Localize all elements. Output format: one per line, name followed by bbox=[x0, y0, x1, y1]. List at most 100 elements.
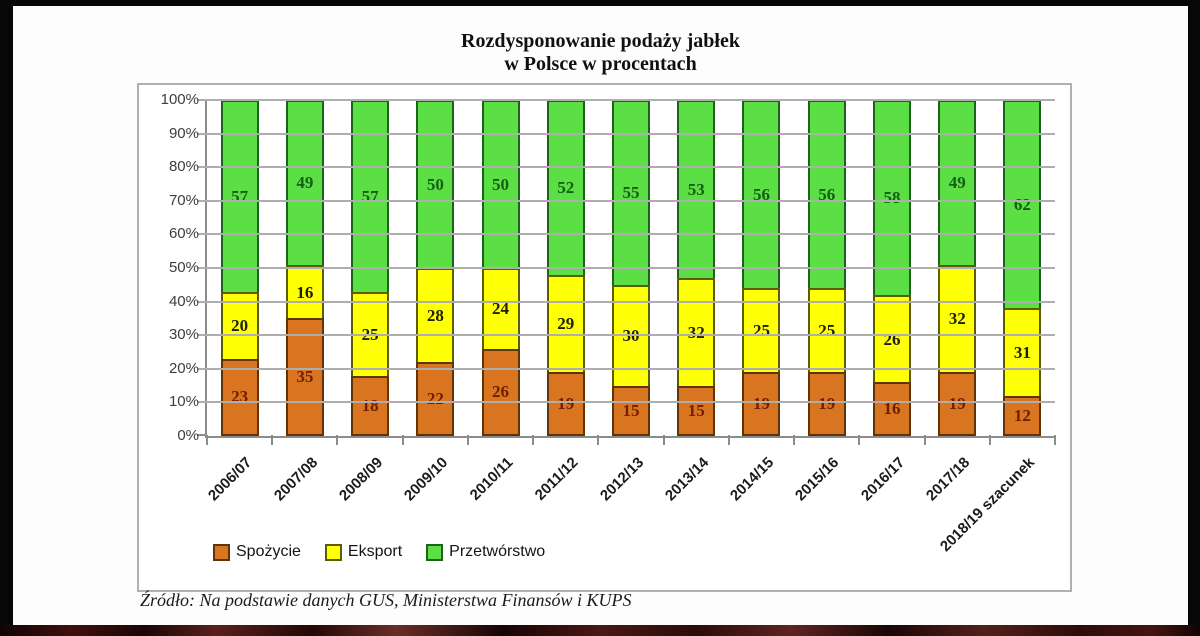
bar-value-label: 31 bbox=[1013, 343, 1031, 362]
stacked-bar: 35 16 49 bbox=[285, 100, 324, 436]
bar-value-label: 20 bbox=[231, 316, 249, 336]
legend-label: Przetwórstwo bbox=[449, 543, 546, 560]
x-axis-tick bbox=[206, 435, 208, 445]
x-axis-category-label: 2017/18 bbox=[922, 454, 974, 505]
bar-value-label: 35 bbox=[296, 367, 314, 387]
x-axis-tick bbox=[336, 435, 339, 445]
bar-segment-2: 49 bbox=[938, 100, 977, 265]
bar-segment-0: 22 bbox=[416, 362, 455, 436]
stacked-bar: 23 20 57 bbox=[220, 100, 259, 436]
bar-value-label: 57 bbox=[231, 186, 249, 206]
gridline-70 bbox=[197, 199, 1055, 202]
bar-segment-0: 16 bbox=[872, 382, 911, 436]
bar-segment-0: 23 bbox=[220, 358, 259, 436]
photo-strip bbox=[0, 625, 1200, 636]
bar-value-label: 56 bbox=[818, 185, 836, 205]
bar-slot: 19 29 52 bbox=[533, 100, 598, 436]
y-axis-label: 80% bbox=[168, 158, 199, 176]
bar-value-label: 19 bbox=[752, 394, 770, 414]
bar-segment-2: 50 bbox=[481, 100, 520, 269]
stacked-bar: 26 24 50 bbox=[481, 100, 520, 436]
bar-value-label: 53 bbox=[687, 180, 705, 200]
legend-swatch bbox=[426, 543, 444, 561]
bar-value-label: 24 bbox=[492, 299, 510, 319]
gridline-80 bbox=[197, 166, 1055, 169]
x-axis-category-label: 2010/11 bbox=[466, 454, 517, 504]
y-axis-tick-0 bbox=[197, 434, 207, 436]
legend-label: Eksport bbox=[347, 543, 403, 560]
x-axis-tick bbox=[1054, 435, 1056, 445]
x-axis-tick bbox=[793, 435, 796, 445]
x-axis-category-label: 2007/08 bbox=[270, 454, 321, 505]
bar-slot: 26 24 50 bbox=[468, 100, 533, 436]
bar-value-label: 49 bbox=[948, 173, 966, 193]
bar-segment-1: 25 bbox=[351, 291, 390, 376]
x-axis-tick bbox=[727, 435, 730, 445]
stacked-bar: 19 25 56 bbox=[742, 100, 781, 436]
stacked-bar: 22 28 50 bbox=[416, 100, 455, 436]
bar-segment-0: 19 bbox=[742, 372, 781, 436]
y-axis-label: 100% bbox=[160, 91, 199, 108]
stacked-bar: 18 25 57 bbox=[351, 100, 390, 436]
gridline-10 bbox=[197, 401, 1055, 404]
bar-value-label: 22 bbox=[426, 389, 444, 409]
y-axis-label: 0% bbox=[177, 427, 199, 444]
x-axis-tick bbox=[466, 435, 469, 445]
x-axis-tick bbox=[271, 435, 274, 445]
legend: Spożycie Eksport Przetwórstwo bbox=[213, 543, 545, 561]
bar-value-label: 50 bbox=[426, 175, 444, 195]
gridline-90 bbox=[197, 132, 1055, 135]
bar-value-label: 18 bbox=[361, 395, 379, 415]
bar-slot: 35 16 49 bbox=[272, 100, 337, 436]
x-axis-tick bbox=[597, 435, 600, 445]
x-axis-tick bbox=[532, 435, 535, 445]
bar-value-label: 16 bbox=[883, 399, 901, 419]
bar-value-label: 19 bbox=[557, 394, 575, 414]
bar-slot: 19 25 56 bbox=[729, 100, 794, 436]
bar-slot: 18 25 57 bbox=[337, 100, 402, 436]
x-axis-category-label: 2016/17 bbox=[857, 454, 908, 505]
x-axis-category-label: 2012/13 bbox=[596, 454, 648, 505]
x-axis-tick bbox=[401, 435, 404, 445]
bar-segment-2: 52 bbox=[546, 100, 585, 275]
x-axis-category-label: 2013/14 bbox=[661, 454, 713, 505]
bar-value-label: 16 bbox=[296, 282, 314, 302]
bar-slot: 23 20 57 bbox=[207, 100, 272, 436]
bar-value-label: 19 bbox=[818, 394, 836, 414]
bar-segment-2: 53 bbox=[677, 100, 716, 279]
bar-segment-2: 57 bbox=[220, 100, 259, 292]
bar-value-label: 52 bbox=[557, 178, 575, 198]
chart-title-line2: w Polsce w procentach bbox=[504, 53, 697, 75]
stacked-bar: 19 29 52 bbox=[546, 100, 585, 436]
x-axis-tick bbox=[988, 435, 991, 445]
y-axis-label: 50% bbox=[168, 259, 199, 276]
bars-container: 23 20 57 35 16 49 18 25 57 22 28 50 26 24 50 19 29 52 15 30… bbox=[207, 100, 1055, 436]
bar-segment-2: 49 bbox=[285, 100, 324, 265]
bar-slot: 15 32 53 bbox=[664, 100, 729, 436]
x-axis-category-label: 2014/15 bbox=[727, 454, 778, 505]
plot-area: 23 20 57 35 16 49 18 25 57 22 28 50 26 24 50 19 29 52 15 30… bbox=[197, 99, 1056, 445]
bar-value-label: 12 bbox=[1013, 405, 1031, 425]
bar-value-label: 25 bbox=[362, 325, 379, 345]
bar-segment-0: 19 bbox=[938, 372, 977, 436]
bar-segment-2: 58 bbox=[872, 100, 911, 295]
bar-value-label: 15 bbox=[622, 400, 640, 420]
bar-segment-0: 18 bbox=[351, 375, 390, 436]
bar-segment-2: 56 bbox=[742, 100, 781, 289]
bar-segment-0: 26 bbox=[481, 348, 520, 436]
bar-value-label: 62 bbox=[1013, 195, 1031, 215]
bar-slot: 22 28 50 bbox=[403, 100, 468, 436]
bar-value-label: 28 bbox=[426, 306, 444, 326]
bar-value-label: 26 bbox=[883, 329, 901, 349]
bar-segment-2: 57 bbox=[351, 100, 390, 292]
bar-segment-1: 29 bbox=[546, 274, 585, 373]
bar-segment-0: 19 bbox=[807, 372, 846, 436]
legend-swatch bbox=[324, 543, 342, 561]
y-axis-label: 70% bbox=[168, 191, 199, 209]
bar-value-label: 55 bbox=[622, 183, 640, 203]
x-axis-category-label: 2015/16 bbox=[792, 454, 843, 505]
bar-segment-2: 50 bbox=[416, 100, 455, 269]
gridline-30 bbox=[197, 334, 1055, 337]
y-axis-label: 10% bbox=[168, 393, 199, 411]
